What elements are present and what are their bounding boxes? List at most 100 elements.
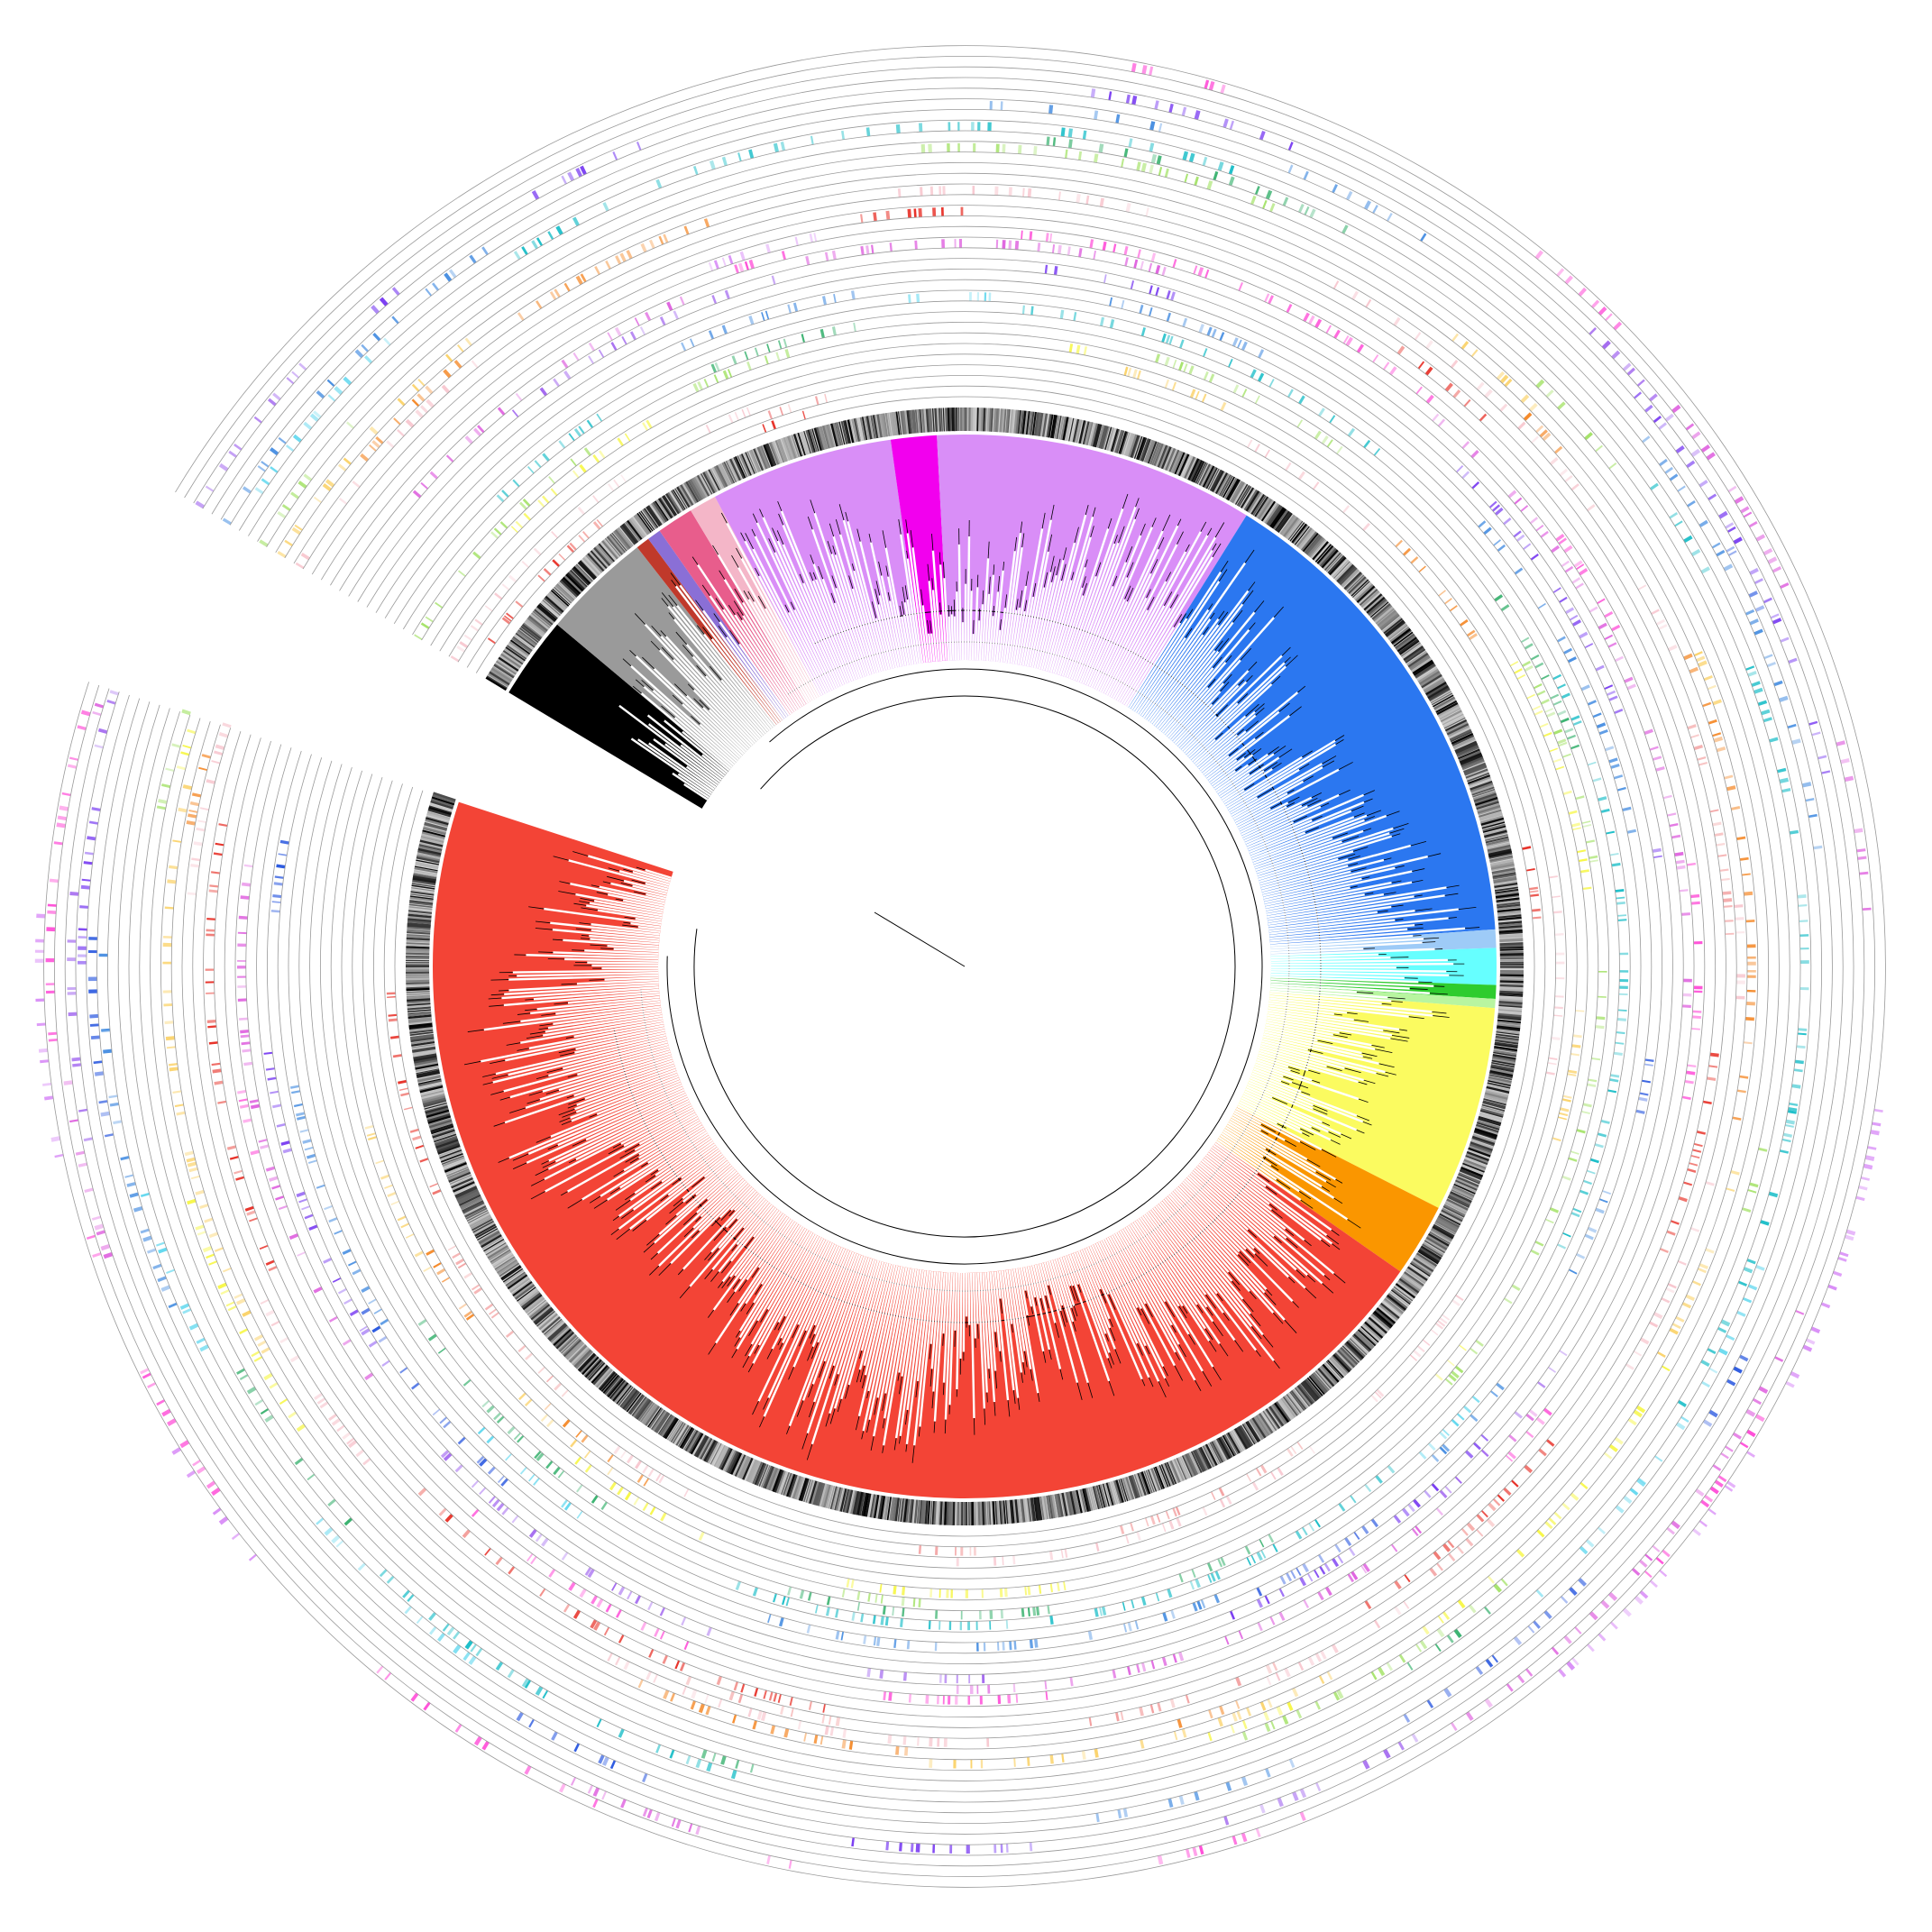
strip-mark (563, 1603, 571, 1613)
tip-mask (710, 638, 779, 725)
strip-mark (1730, 1169, 1740, 1176)
grey-bar (1479, 1113, 1502, 1122)
strip-mark (655, 1744, 662, 1753)
strip-mark (1122, 1601, 1126, 1611)
tip-mask (737, 566, 815, 700)
grey-bar (1352, 581, 1370, 599)
strip-mark (708, 330, 715, 340)
strip-mark (1631, 1568, 1641, 1577)
strip-mark (789, 1697, 793, 1707)
branch-tip (661, 646, 674, 660)
strip-mark (1087, 1630, 1094, 1641)
grey-bar (1405, 1269, 1426, 1285)
strip-mark (1575, 582, 1584, 590)
strip-mark (937, 1695, 939, 1705)
strip-mark (1614, 1436, 1624, 1445)
strip-mark (464, 337, 472, 346)
grey-bar (406, 967, 430, 970)
branch-tip (1272, 1312, 1284, 1324)
strip-mark (1446, 1634, 1454, 1644)
tip-mask (1134, 636, 1186, 713)
grey-bar (409, 900, 434, 904)
strip-mark (1732, 1116, 1742, 1121)
branch-tip (1418, 981, 1433, 984)
strip-mark (1095, 1542, 1100, 1552)
branch-tip (939, 552, 941, 565)
strip-mark (581, 1434, 589, 1443)
grey-bar (1189, 459, 1202, 482)
tip-mask (720, 679, 767, 734)
strip-mark (417, 393, 426, 402)
grey-bar (940, 407, 943, 432)
strip-mark (443, 369, 452, 379)
strip-mark (414, 1250, 424, 1258)
strip-mark (829, 1726, 835, 1736)
strip-mark (1296, 1441, 1304, 1450)
strip-mark (265, 1166, 276, 1172)
grey-bar (514, 1283, 536, 1300)
branch-tip (632, 685, 642, 694)
branch-tip (1237, 1254, 1250, 1267)
ring-outline (362, 364, 1567, 1569)
ring-outline (150, 151, 1780, 1781)
branch-tip (1361, 876, 1370, 880)
strip-mark (1504, 378, 1513, 388)
strip-mark (1442, 1428, 1450, 1436)
grey-bar (1312, 541, 1330, 561)
grey-bar (1481, 1105, 1505, 1114)
strip-mark (721, 156, 728, 167)
strip-mark (191, 792, 202, 798)
tip-mask (1250, 1074, 1358, 1117)
branch-tip (1446, 884, 1460, 888)
strip-mark (611, 1582, 618, 1591)
grey-bar (820, 1483, 829, 1507)
grey-bar (1496, 902, 1521, 907)
strip-mark (1867, 1146, 1877, 1150)
strip-mark (1552, 673, 1562, 681)
grey-bar (472, 1220, 494, 1233)
grey-bar (1290, 1389, 1307, 1410)
grey-bar (1333, 1352, 1352, 1372)
grey-bar (565, 572, 585, 592)
grey-bar (1190, 1451, 1203, 1473)
strip-mark (1064, 1548, 1068, 1558)
strip-mark (222, 517, 232, 526)
branch-tip (696, 664, 707, 677)
grey-bar (1198, 463, 1211, 486)
branch-tip (1433, 1015, 1450, 1018)
tip-mask (722, 609, 794, 713)
grey-bar (1284, 517, 1301, 538)
strip-mark (685, 1676, 692, 1686)
strip-mark (1133, 259, 1139, 269)
strip-mark (1109, 297, 1113, 307)
grey-bar (590, 1364, 609, 1384)
tip-mask (1161, 628, 1250, 734)
branch-tip (1313, 1104, 1328, 1112)
strip-mark (600, 1501, 609, 1511)
strip-mark (1726, 1378, 1736, 1387)
grey-bar (452, 1179, 474, 1191)
strip-mark (1690, 1028, 1700, 1030)
grey-bar (762, 1465, 773, 1488)
strip-mark (1613, 774, 1624, 780)
branch-tip (1147, 596, 1155, 610)
grey-bar (647, 505, 663, 526)
branch-tip (759, 508, 764, 517)
strip-mark (1230, 1724, 1235, 1734)
strip-mark (695, 1825, 701, 1836)
strip-mark (1624, 676, 1634, 683)
strip-mark (1742, 1207, 1752, 1213)
tip-mask (1102, 1239, 1139, 1309)
strip-mark (1714, 832, 1724, 837)
grey-bar (830, 1486, 839, 1510)
strip-mark (1235, 1676, 1242, 1687)
tip-mask (1268, 908, 1459, 933)
strip-mark (1693, 651, 1703, 657)
strip-mark (463, 634, 472, 641)
grey-bar (462, 1203, 486, 1216)
grey-bar (1149, 1468, 1161, 1491)
strip-mark (1052, 137, 1057, 147)
branch-tip (1281, 646, 1291, 656)
strip-mark (1320, 1650, 1327, 1660)
strip-mark (503, 615, 512, 622)
